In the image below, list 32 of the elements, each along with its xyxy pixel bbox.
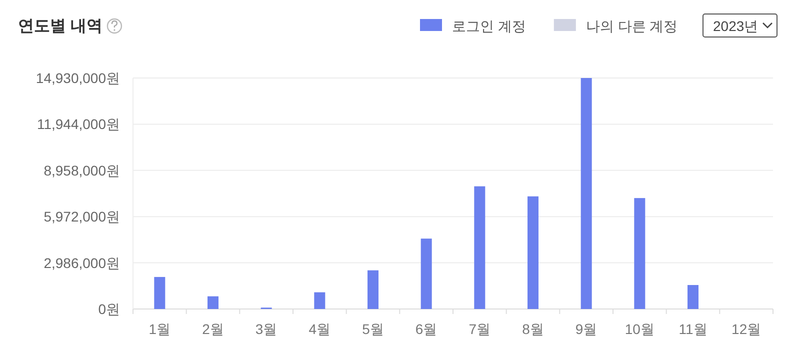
bar xyxy=(314,292,326,309)
chart-title: 연도별 내역 xyxy=(18,18,102,35)
x-tick-label: 7월 xyxy=(468,321,491,337)
x-tick-label: 5월 xyxy=(362,321,384,337)
x-tick-label: 12월 xyxy=(732,321,762,337)
y-tick-label: 8,958,000원 xyxy=(44,162,120,178)
bar xyxy=(474,186,486,309)
x-tick-label: 10월 xyxy=(624,321,654,337)
bar xyxy=(368,270,378,309)
x-tick-label: 9월 xyxy=(575,321,598,337)
y-tick-label: 11,944,000원 xyxy=(36,116,120,132)
bar xyxy=(420,238,432,309)
x-tick-label: 3월 xyxy=(255,321,278,337)
bar xyxy=(154,276,166,309)
x-tick-label: 2월 xyxy=(202,321,224,337)
bar xyxy=(688,285,698,309)
bar xyxy=(528,196,538,309)
y-tick-label: 2,986,000원 xyxy=(44,254,120,271)
legend-label: 로그인 계정 xyxy=(452,18,526,34)
text: 2023년 xyxy=(713,18,758,34)
x-tick-label: 6월 xyxy=(415,321,438,337)
bar xyxy=(580,78,592,309)
x-tick-label: 1월 xyxy=(148,321,171,337)
x-tick-label: 11월 xyxy=(678,321,708,337)
y-tick-label: 5,972,000원 xyxy=(44,208,120,225)
x-tick-label: 4월 xyxy=(308,321,331,337)
x-tick-label: 8월 xyxy=(522,321,544,337)
bar xyxy=(634,198,646,309)
y-tick-label: 0원 xyxy=(98,301,120,317)
legend-label: 나의 다른 계정 xyxy=(586,18,678,34)
y-tick-label: 14,930,000원 xyxy=(36,70,120,86)
bar xyxy=(208,296,218,309)
